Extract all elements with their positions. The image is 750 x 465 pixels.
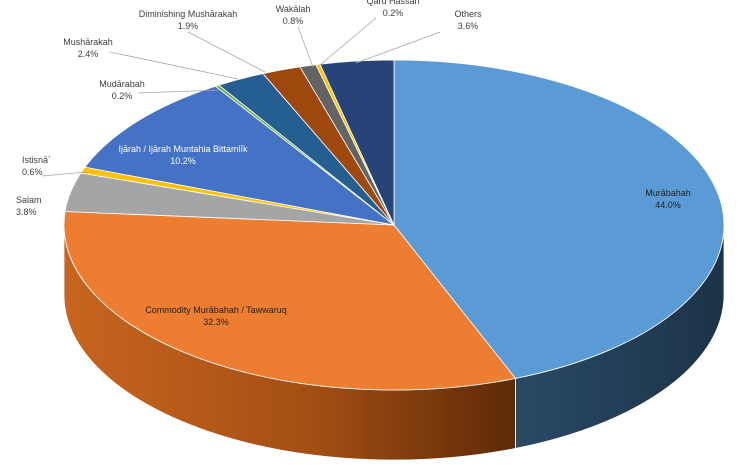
slice-value-salam: 3.8%: [16, 207, 37, 217]
slice-name-qard-hassan: Qard Hassan: [366, 0, 419, 6]
slice-name-commodity-mura-bahah-tawwaruq: Commodity Murābahah / Tawwaruq: [145, 305, 286, 315]
slice-value-musha-rakah: 2.4%: [78, 49, 99, 59]
slice-value-others: 3.6%: [458, 21, 479, 31]
slice-others: [319, 59, 395, 226]
leader-line-others: [355, 31, 441, 64]
slice-name-waka-lah: Wakālah: [276, 4, 311, 14]
slice-value-diminishing-musha-rakah: 1.9%: [178, 21, 199, 31]
slice-value-ija-rah-ija-rah-muntahia-bittamli-k: 10.2%: [170, 156, 196, 166]
slice-commodity-mura-bahah-tawwaruq: [63, 211, 516, 391]
leader-line-diminishing-musha-rakah: [187, 31, 266, 73]
leader-line-qard-hassan: [319, 17, 377, 66]
slice-value-qard-hassan: 0.2%: [383, 8, 404, 18]
slice-name-muda-rabah: Mudārabah: [99, 79, 145, 89]
slice-mura-bahah: [393, 59, 725, 379]
slice-name-salam: Salam: [16, 195, 42, 205]
slice-name-istisna: Istisnā`: [22, 155, 51, 165]
slice-name-musha-rakah: Mushārakah: [63, 37, 113, 47]
slice-value-muda-rabah: 0.2%: [112, 91, 133, 101]
slice-name-diminishing-musha-rakah: Diminishing Mushārakah: [139, 9, 238, 19]
slice-value-waka-lah: 0.8%: [283, 16, 304, 26]
slice-labels: Murābahah 44.0% Commodity Murābahah / Taww…: [16, 0, 691, 327]
slice-name-others: Others: [454, 9, 482, 19]
slice-value-commodity-mura-bahah-tawwaruq: 32.3%: [203, 317, 229, 327]
leader-line-musha-rakah: [109, 51, 239, 80]
leader-lines: [41, 17, 441, 177]
slice-value-mura-bahah: 44.0%: [655, 200, 681, 210]
leader-line-muda-rabah: [137, 89, 221, 94]
slice-name-mura-bahah: Murābahah: [645, 188, 691, 198]
slice-value-istisna: 0.6%: [22, 167, 43, 177]
leader-line-waka-lah: [297, 26, 314, 68]
pie-tops: [63, 59, 725, 391]
slice-name-ija-rah-ija-rah-muntahia-bittamli-k: Ijārah / Ijārah Muntahia Bittamlīk: [118, 144, 248, 154]
leader-line-istisna: [41, 171, 87, 177]
